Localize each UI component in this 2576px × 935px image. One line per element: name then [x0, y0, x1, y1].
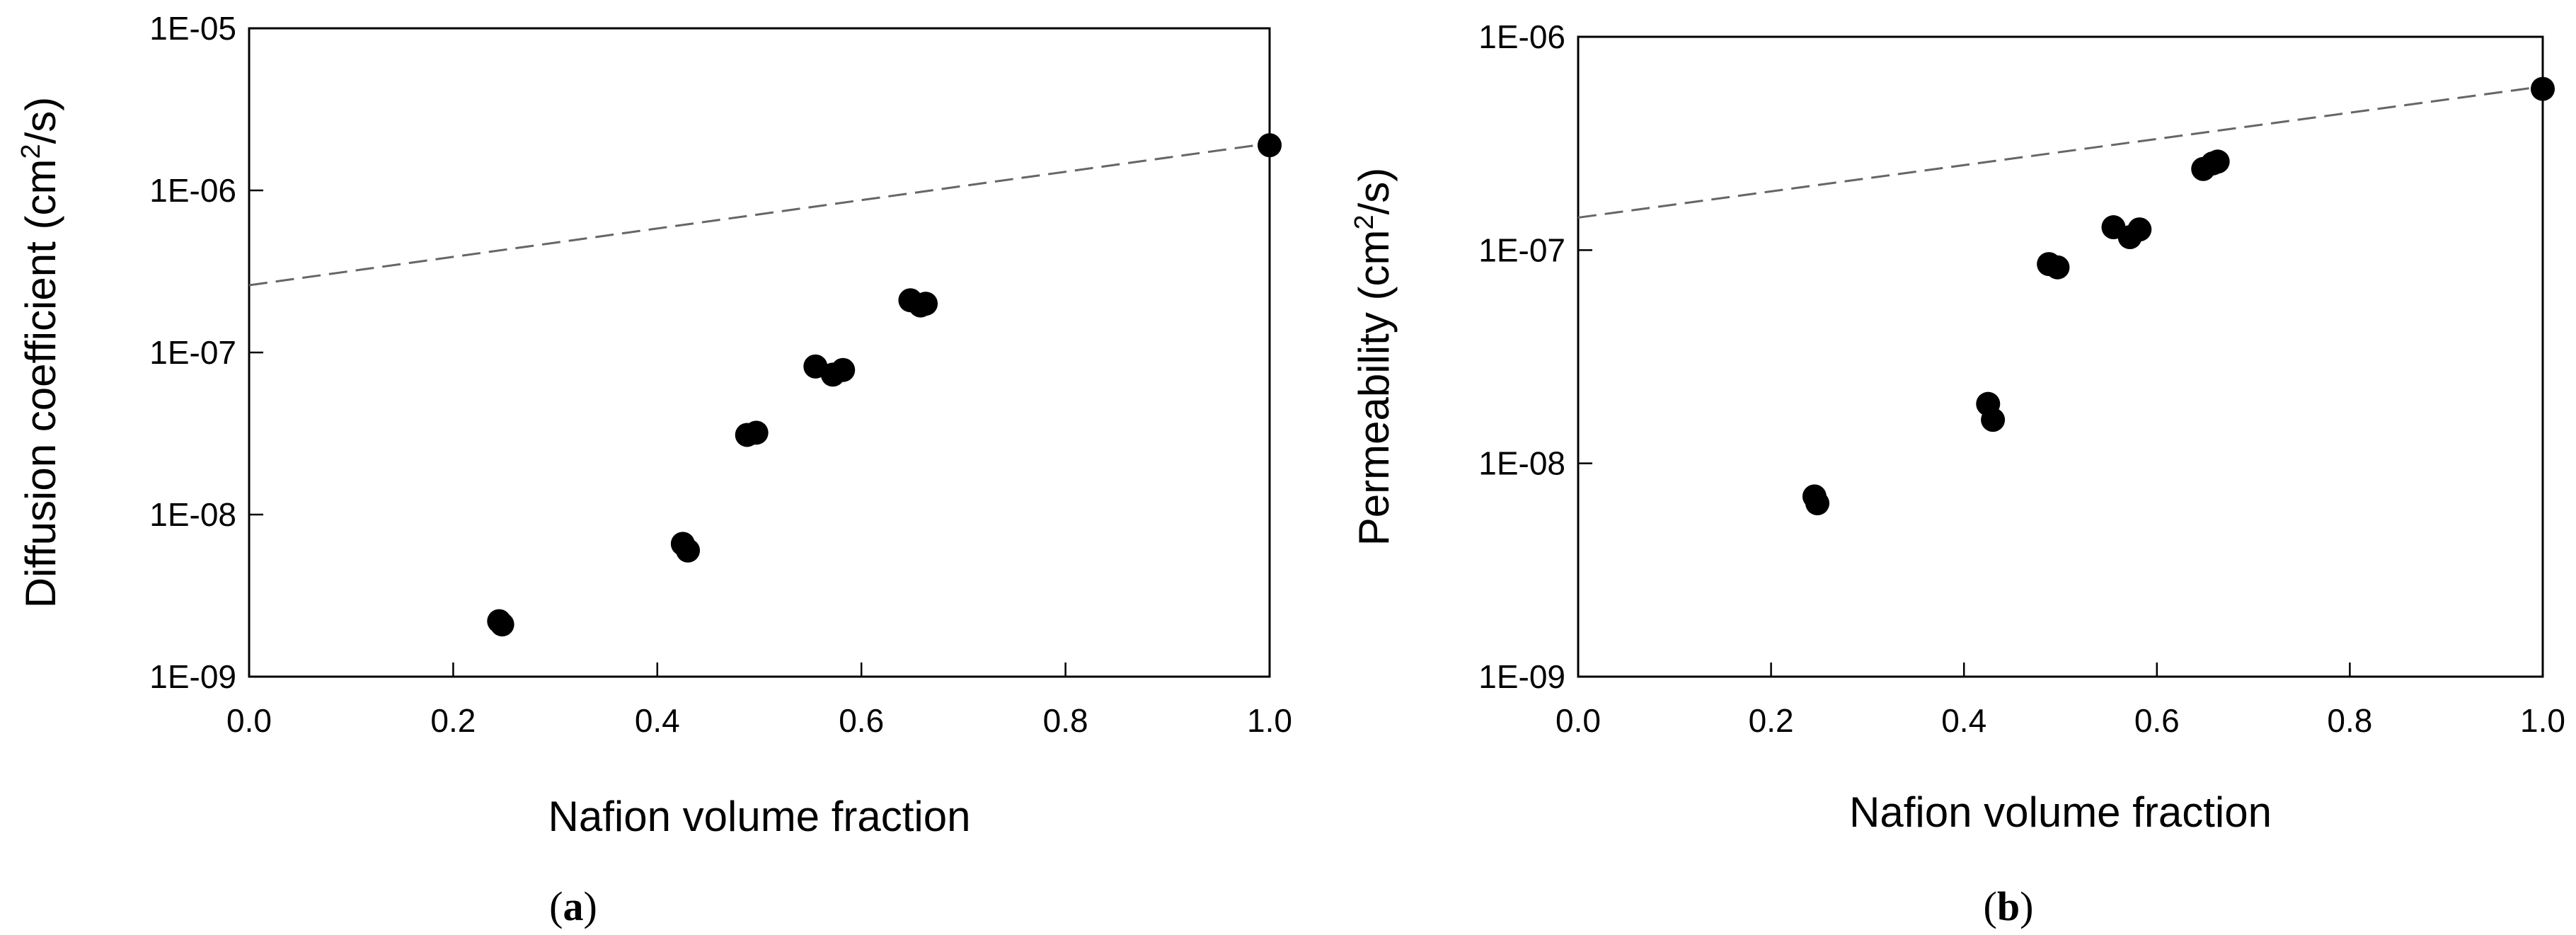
data-point — [914, 292, 938, 316]
data-point — [676, 538, 701, 563]
x-tick-label: 0.6 — [839, 702, 884, 739]
data-point — [1981, 408, 2006, 432]
y-tick-label: 1E-07 — [149, 334, 236, 371]
plot-frame — [248, 27, 1271, 678]
reference-line — [248, 142, 1270, 287]
x-tick-label: 0.8 — [2327, 702, 2372, 739]
x-tick-label: 1.0 — [2520, 702, 2565, 739]
y-tick-label: 1E-08 — [1478, 445, 1565, 482]
panel-caption-close: ) — [584, 883, 597, 929]
y-axis-title-superscript: 2 — [1350, 214, 1379, 229]
data-point — [2045, 255, 2070, 280]
x-tick-label: 0.4 — [1941, 702, 1986, 739]
panel-caption-open: ( — [1984, 883, 1997, 929]
x-tick-label: 0.6 — [2134, 702, 2180, 739]
x-tick-label: 0.0 — [226, 702, 272, 739]
panel-label: a — [563, 883, 584, 929]
x-tick-label: 0.2 — [430, 702, 476, 739]
y-axis-title: Diffusion coefficient (cm2/s) — [16, 97, 64, 609]
x-tick-label: 0.8 — [1043, 702, 1088, 739]
panel-b: 0.0 0.2 0.4 0.6 0.8 1.0 1E-09 1E-08 1E-07 1E-06 Na… — [1350, 18, 2565, 929]
y-tick-label: 1E-08 — [149, 496, 236, 533]
x-tick-label: 1.0 — [1247, 702, 1292, 739]
plot-frame — [1577, 35, 2544, 678]
data-point — [2205, 149, 2230, 174]
panel-caption-close: ) — [2020, 883, 2033, 929]
y-axis-title-unit: /s) — [1350, 168, 1398, 215]
data-point — [490, 612, 514, 637]
panel-caption: (a) — [549, 883, 597, 929]
data-point — [1258, 133, 1282, 158]
panel-caption: (b) — [1984, 883, 2034, 929]
data-point — [831, 357, 856, 382]
data-point — [744, 420, 769, 445]
x-axis-title: Nafion volume fraction — [1849, 788, 2272, 836]
y-axis-title-unit: /s) — [17, 97, 64, 144]
data-point — [1805, 491, 1830, 516]
x-tick-label: 0.0 — [1556, 702, 1601, 739]
y-tick-label: 1E-06 — [149, 172, 236, 209]
y-axis-title-text: Permeability (cm — [1350, 230, 1398, 546]
y-tick-label: 1E-09 — [149, 658, 236, 695]
x-axis-title: Nafion volume fraction — [548, 793, 971, 840]
panel-a: 0.0 0.2 0.4 0.6 0.8 1.0 1E-09 1E-08 1E-07 1E-06 1E… — [16, 10, 1292, 929]
data-point — [2127, 217, 2152, 242]
y-tick-label: 1E-05 — [149, 10, 236, 47]
y-axis-title-superscript: 2 — [16, 144, 46, 159]
y-axis-title-text: Diffusion coefficient (cm — [17, 159, 64, 609]
y-tick-label: 1E-06 — [1478, 18, 1565, 55]
panel-caption-open: ( — [549, 883, 563, 929]
reference-line — [1577, 85, 2543, 219]
data-point — [2531, 76, 2555, 101]
x-tick-label: 0.2 — [1749, 702, 1794, 739]
panel-label: b — [1997, 883, 2020, 929]
x-tick-label: 0.4 — [635, 702, 680, 739]
y-axis-title: Permeability (cm2/s) — [1350, 168, 1398, 546]
y-tick-label: 1E-07 — [1478, 231, 1565, 268]
y-tick-label: 1E-09 — [1478, 658, 1565, 695]
